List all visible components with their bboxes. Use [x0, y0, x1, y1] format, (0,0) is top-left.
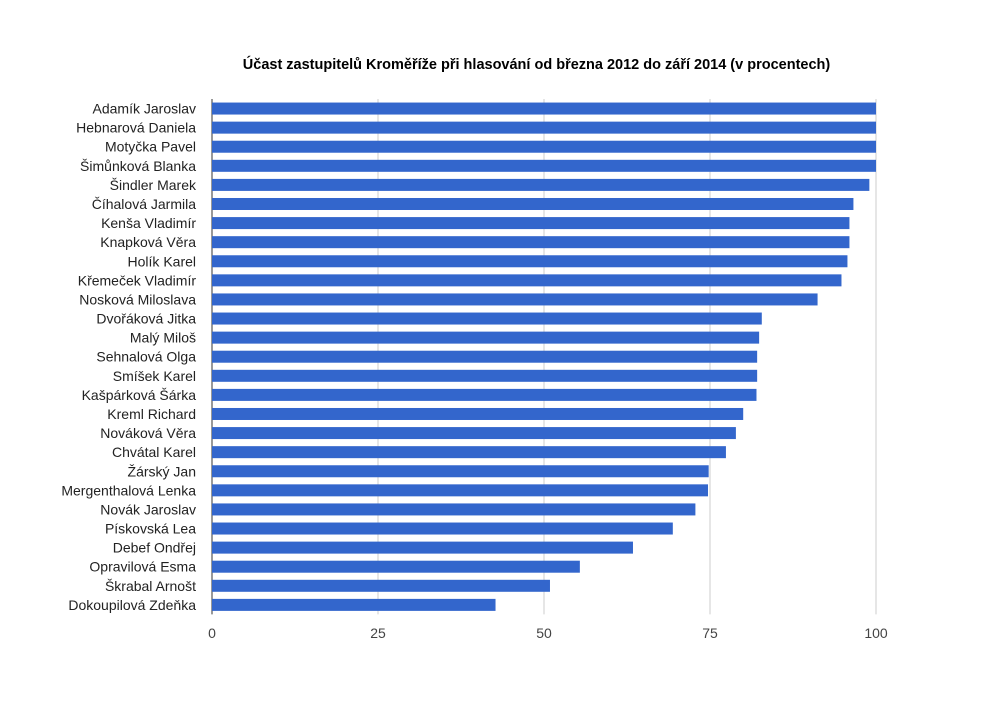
category-label: Šindler Marek: [110, 177, 197, 193]
category-label: Kenša Vladimír: [101, 215, 196, 231]
category-label: Adamík Jaroslav: [93, 101, 196, 117]
bar: [212, 407, 744, 420]
bar: [212, 465, 709, 478]
bar: [212, 427, 736, 440]
category-label: Křemeček Vladimír: [78, 272, 197, 288]
bar: [212, 217, 850, 230]
bar: [212, 388, 757, 401]
chart-title: Účast zastupitelů Kroměříže při hlasován…: [242, 57, 831, 73]
bar: [212, 293, 818, 306]
x-tick-label: 0: [208, 625, 216, 641]
bar: [212, 312, 762, 325]
category-label: Číhalová Jarmila: [92, 196, 196, 212]
bar: [212, 331, 760, 344]
bar: [212, 522, 673, 535]
bar: [212, 579, 550, 592]
category-label: Dvořáková Jitka: [96, 311, 196, 327]
category-label: Šimůnková Blanka: [80, 158, 196, 174]
bar: [212, 560, 580, 573]
bar: [212, 541, 633, 554]
bar: [212, 102, 876, 115]
category-label: Nováková Věra: [100, 425, 196, 441]
bar: [212, 255, 848, 268]
bar: [212, 369, 758, 382]
category-label: Debef Ondřej: [113, 540, 196, 556]
bars: [212, 102, 876, 611]
category-label: Žárský Jan: [128, 463, 196, 479]
category-label: Motyčka Pavel: [105, 139, 196, 155]
category-label: Hebnarová Daniela: [76, 120, 196, 136]
category-label: Sehnalová Olga: [96, 349, 196, 365]
x-tick-label: 25: [370, 625, 386, 641]
category-label: Kašpárková Šárka: [82, 387, 197, 403]
category-label: Nosková Miloslava: [79, 291, 196, 307]
x-tick-label: 50: [536, 625, 552, 641]
tick-labels: 0 25 50 75 100: [208, 625, 888, 641]
bar: [212, 446, 726, 459]
category-label: Knapková Věra: [100, 234, 196, 250]
category-label: Pískovská Lea: [105, 521, 196, 537]
bar: [212, 350, 758, 363]
bar: [212, 236, 850, 249]
bar: [212, 159, 876, 172]
category-label: Novák Jaroslav: [100, 501, 196, 517]
bar: [212, 121, 876, 134]
category-label: Dokoupilová Zdeňka: [68, 597, 196, 613]
category-label: Škrabal Arnošt: [105, 578, 196, 594]
bar: [212, 503, 696, 516]
category-label: Kreml Richard: [107, 406, 196, 422]
x-tick-label: 100: [864, 625, 888, 641]
category-label: Smíšek Karel: [113, 368, 196, 384]
category-labels: Adamík Jaroslav Hebnarová Daniela Motyčka …: [61, 101, 197, 613]
category-label: Mergenthalová Lenka: [61, 482, 196, 498]
bar: [212, 484, 709, 497]
bar: [212, 178, 870, 191]
bar: [212, 274, 842, 287]
category-label: Opravilová Esma: [89, 559, 196, 575]
category-label: Holík Karel: [128, 253, 196, 269]
bar: [212, 598, 496, 611]
category-label: Malý Miloš: [130, 330, 196, 346]
bar: [212, 140, 876, 153]
category-label: Chvátal Karel: [112, 444, 196, 460]
bar: [212, 197, 854, 210]
x-tick-label: 75: [702, 625, 718, 641]
